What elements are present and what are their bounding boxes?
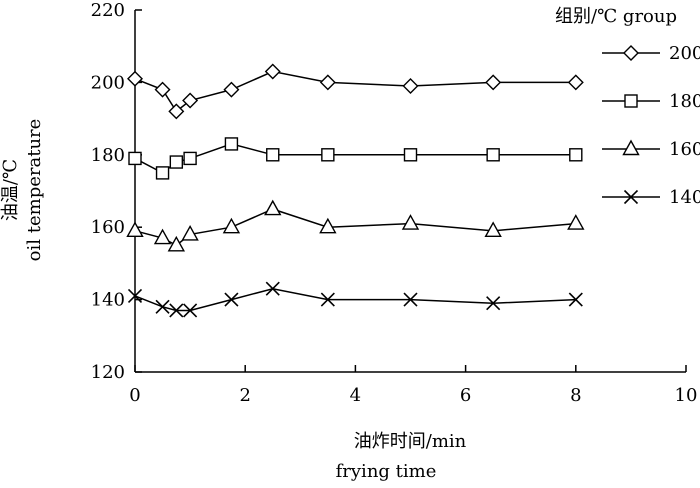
data-point-x — [320, 292, 335, 307]
data-point-x-stroke — [320, 292, 335, 307]
data-point-x-stroke — [183, 303, 198, 318]
series-140 — [127, 281, 583, 318]
data-point-square — [403, 148, 418, 162]
x-axis-title-en: frying time — [336, 461, 437, 482]
series-line-200 — [134, 70, 576, 113]
data-point-x — [265, 281, 280, 296]
data-point-x-stroke — [155, 299, 170, 314]
y-axis-title-en: oil temperature — [24, 119, 45, 262]
data-point-diamond — [623, 45, 639, 61]
x-tick-label: 6 — [460, 385, 471, 406]
data-point-diamond — [182, 92, 199, 109]
data-point-square — [169, 155, 184, 169]
data-point-x-stroke — [127, 288, 143, 304]
data-point-triangle — [167, 235, 186, 252]
data-point-x — [169, 303, 184, 318]
data-point-x — [183, 303, 198, 318]
data-point-triangle — [181, 224, 199, 241]
data-point-square — [321, 148, 335, 162]
legend-label: 140 — [669, 187, 700, 208]
legend-label: 180 — [669, 91, 700, 112]
legend-item-180: 180 — [602, 91, 700, 112]
data-point-diamond — [319, 74, 336, 91]
x-tick-label: 4 — [350, 385, 361, 406]
series-line-160 — [134, 208, 576, 247]
data-point-square — [128, 151, 142, 166]
data-point-x — [127, 288, 143, 304]
data-point-square — [266, 148, 280, 162]
x-tick-label: 8 — [570, 385, 581, 406]
data-point-x-stroke — [224, 292, 239, 307]
legend-item-200: 200 — [602, 43, 700, 64]
data-point-square — [569, 148, 583, 162]
data-point-x — [224, 292, 239, 307]
y-tick-label: 200 — [91, 72, 125, 93]
series-line-180 — [134, 143, 576, 174]
data-point-x — [403, 292, 418, 307]
data-point-diamond — [567, 74, 584, 91]
x-tick-label: 10 — [675, 385, 698, 406]
data-point-x — [486, 296, 501, 311]
data-point-square — [624, 94, 638, 108]
series-200 — [127, 63, 584, 120]
series-180 — [128, 137, 583, 180]
y-tick-label: 160 — [91, 217, 125, 238]
series-group — [126, 63, 585, 318]
series-line-140 — [134, 287, 576, 312]
data-point-triangle — [153, 228, 172, 245]
data-point-diamond — [264, 63, 281, 80]
data-point-diamond — [223, 81, 240, 98]
data-point-x-stroke — [403, 292, 418, 307]
legend: 200 180 160 140 — [602, 43, 700, 208]
data-point-diamond — [154, 81, 171, 98]
y-tick-label: 220 — [91, 0, 125, 21]
data-point-triangle — [622, 139, 640, 156]
x-tick-label: 0 — [129, 385, 140, 406]
data-point-x-stroke — [169, 303, 184, 318]
data-point-triangle — [264, 199, 282, 216]
y-axis-title: 油温/℃ oil temperature — [0, 119, 45, 262]
y-tick-label: 120 — [91, 362, 125, 383]
data-point-diamond — [402, 78, 419, 95]
data-point-square — [486, 148, 500, 162]
data-point-x — [568, 292, 583, 307]
data-point-x-stroke — [265, 281, 280, 296]
data-point-triangle — [484, 221, 502, 238]
data-point-triangle — [401, 214, 420, 230]
x-tick-label: 2 — [239, 385, 250, 406]
data-point-square — [224, 137, 239, 151]
legend-item-140: 140 — [602, 187, 700, 208]
data-point-diamond — [168, 103, 185, 120]
series-160 — [126, 199, 585, 252]
legend-item-160: 160 — [602, 139, 700, 160]
data-point-x — [623, 189, 639, 205]
data-point-x — [155, 299, 170, 314]
data-point-triangle — [319, 217, 337, 234]
legend-label: 200 — [669, 43, 700, 64]
axes: 0 2 4 6 8 10 120 140 160 180 200 220 — [91, 0, 698, 406]
legend-title: 组别/℃ group — [555, 6, 677, 27]
data-point-square — [183, 151, 197, 166]
data-point-triangle — [222, 217, 241, 234]
legend-label: 160 — [669, 139, 700, 160]
data-point-x-stroke — [623, 189, 639, 205]
data-point-square — [155, 166, 170, 180]
data-point-triangle — [567, 214, 585, 230]
data-point-diamond — [485, 74, 502, 91]
y-axis-title-cn: 油温/℃ — [0, 159, 21, 221]
y-tick-label: 180 — [91, 145, 125, 166]
x-axis-title-cn: 油炸时间/min — [354, 431, 467, 452]
data-point-x-stroke — [486, 296, 501, 311]
y-tick-label: 140 — [91, 290, 125, 311]
data-point-triangle — [126, 221, 144, 238]
data-point-diamond — [127, 70, 143, 87]
data-point-x-stroke — [568, 292, 583, 307]
